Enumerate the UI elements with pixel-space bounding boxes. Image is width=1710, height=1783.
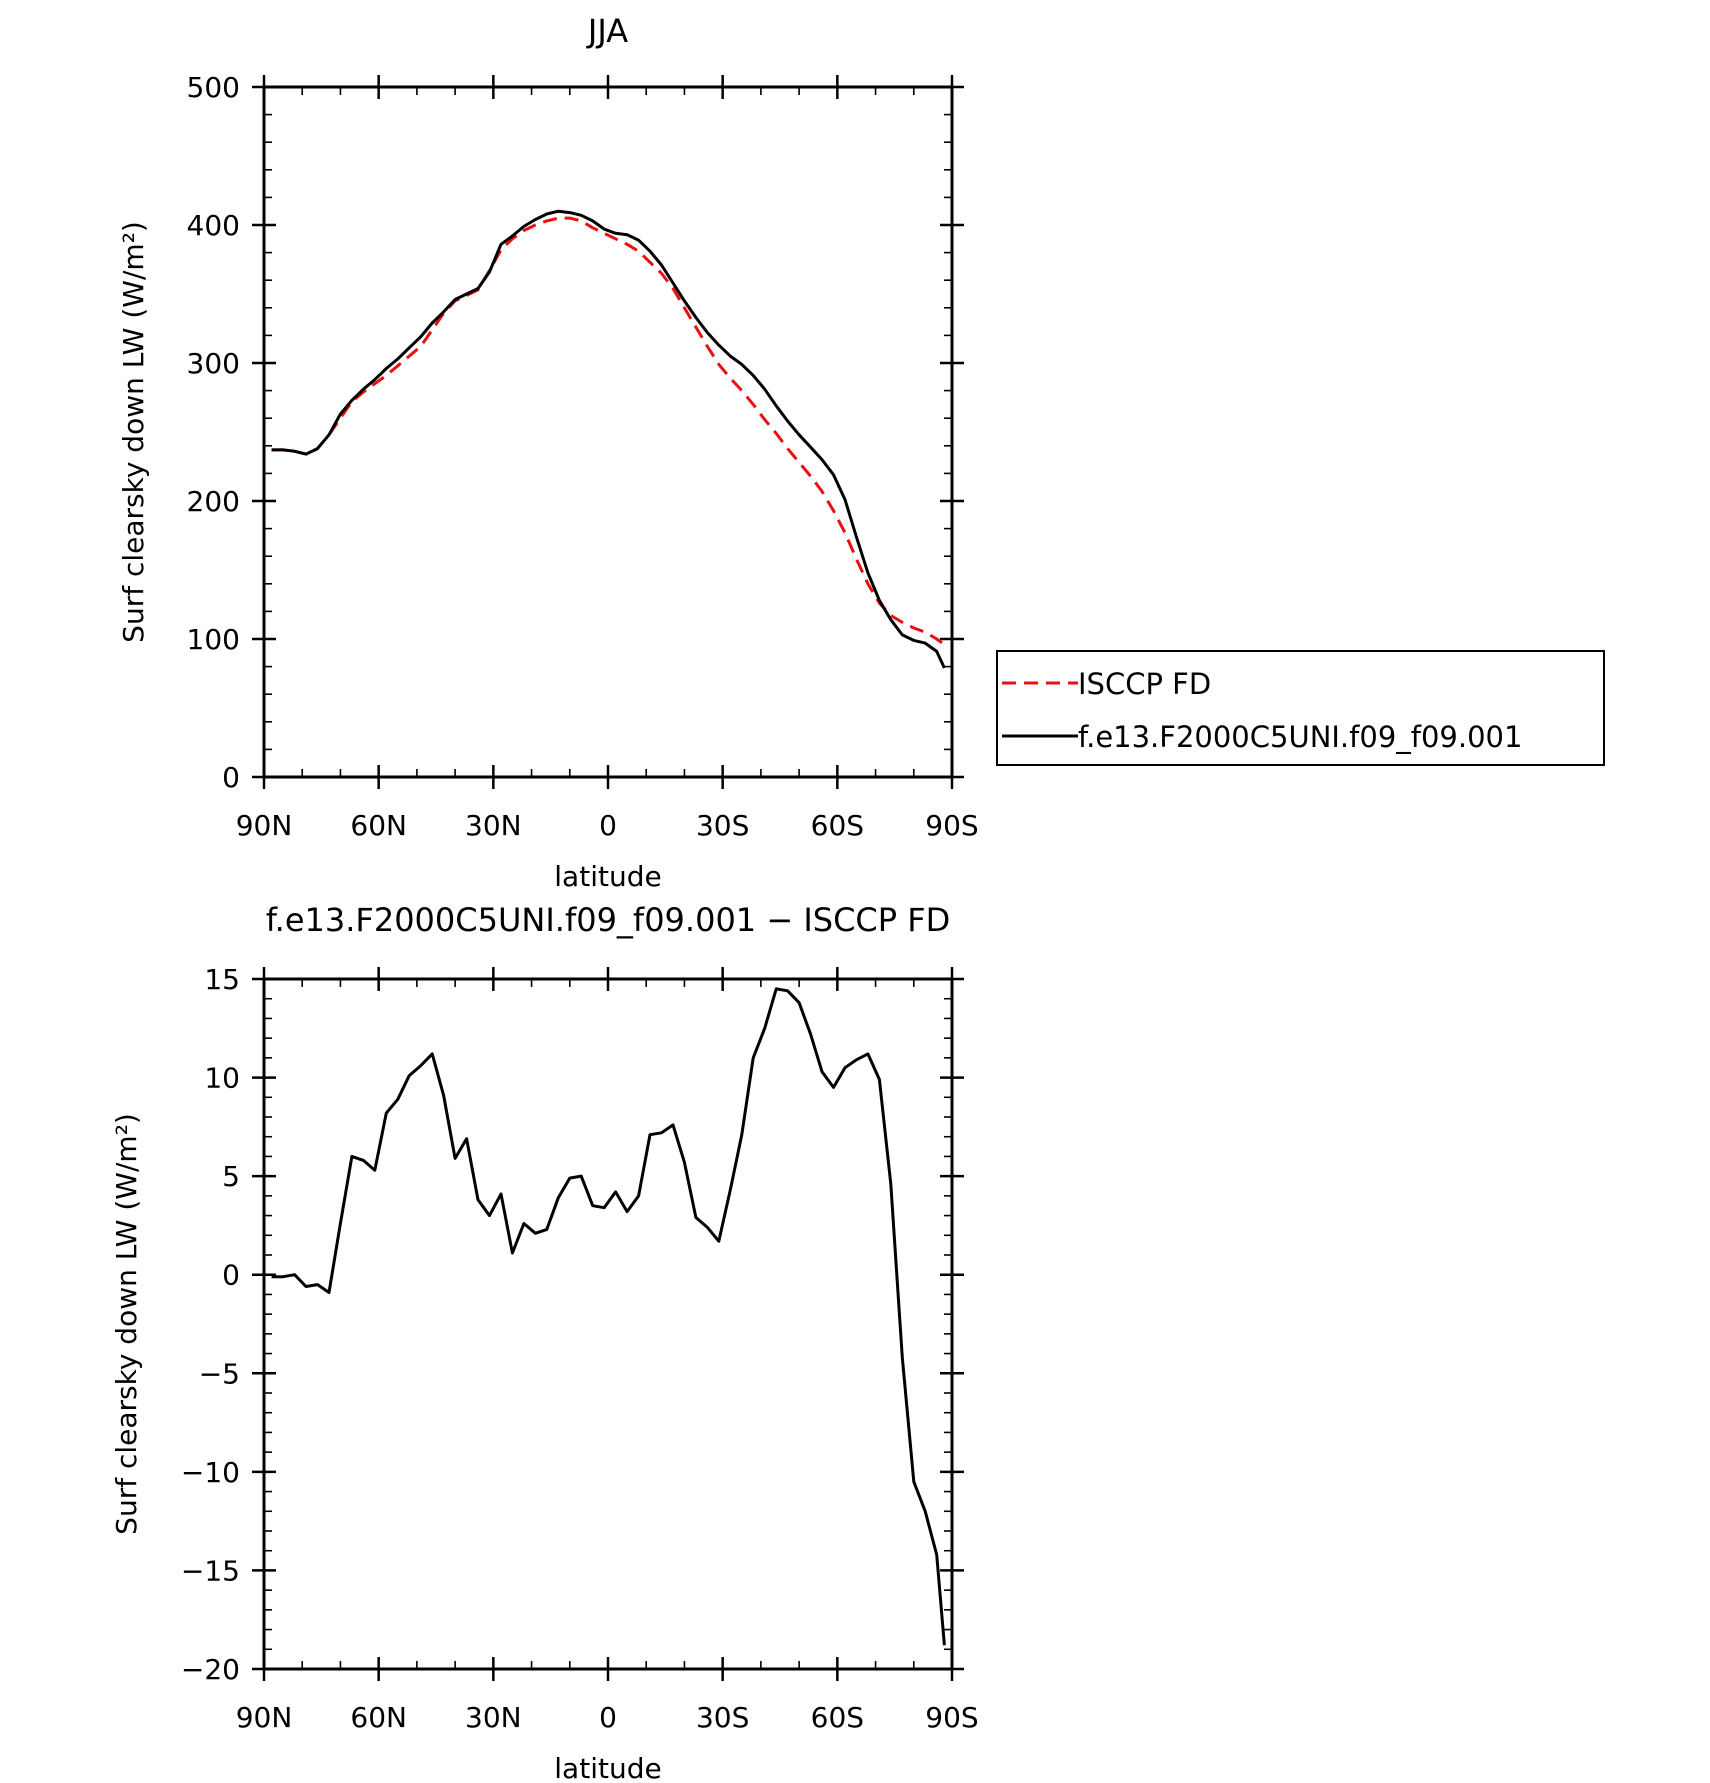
- top-x-tick-label: 60S: [811, 809, 864, 842]
- top-x-tick-label: 30N: [465, 809, 522, 842]
- bottom-x-axis-label: latitude: [554, 1752, 661, 1783]
- bottom-y-tick-label: 0: [222, 1259, 240, 1292]
- top-x-tick-label: 90S: [925, 809, 978, 842]
- bottom-x-tick-label: 60S: [811, 1701, 864, 1734]
- bottom-plot-frame: [262, 977, 954, 1671]
- top-y-tick-label: 400: [187, 209, 240, 242]
- top-y-tick-label: 200: [187, 485, 240, 518]
- top-x-tick-label: 30S: [696, 809, 749, 842]
- bottom-y-tick-label: 10: [204, 1062, 240, 1095]
- top-series-line-0: [271, 216, 946, 646]
- bottom-x-tick-label: 90S: [925, 1701, 978, 1734]
- top-y-tick-label: 0: [222, 761, 240, 794]
- bottom-y-tick-label: −5: [199, 1357, 240, 1390]
- bottom-series-lines: [271, 987, 946, 1646]
- bottom-y-tick-label: 5: [222, 1160, 240, 1193]
- bottom-panel: f.e13.F2000C5UNI.f09_f09.001 − ISCCP FD …: [110, 901, 979, 1783]
- top-x-axis-label: latitude: [554, 860, 661, 893]
- bottom-axes: −20 −15 −10 −5 0 5 10 15 90N 60N 30N 0 30S 60S 90S: [181, 963, 979, 1734]
- bottom-x-tick-label: 60N: [350, 1701, 407, 1734]
- top-y-tick-label: 300: [187, 347, 240, 380]
- bottom-y-tick-label: −20: [181, 1653, 240, 1686]
- top-chart-title: JJA: [586, 12, 628, 50]
- top-y-axis-label: Surf clearsky down LW (W/m²): [117, 221, 150, 643]
- bottom-x-tick-label: 0: [599, 1701, 617, 1734]
- top-y-tick-label: 100: [187, 623, 240, 656]
- legend: ISCCP FD f.e13.F2000C5UNI.f09_f09.001: [996, 650, 1605, 766]
- top-y-tick-label: 500: [187, 71, 240, 104]
- bottom-x-tick-label: 30N: [465, 1701, 522, 1734]
- bottom-y-tick-label: 15: [204, 963, 240, 996]
- top-series-line-1: [271, 209, 946, 669]
- bottom-x-tick-label: 30S: [696, 1701, 749, 1734]
- top-axes: 0 100 200 300 400 500 90N 60N 30N 0 30S 60S 90S: [187, 71, 979, 842]
- bottom-x-tick-label: 90N: [236, 1701, 293, 1734]
- top-plot-frame: [262, 85, 954, 779]
- top-series-lines: [271, 209, 946, 669]
- bottom-chart-title: f.e13.F2000C5UNI.f09_f09.001 − ISCCP FD: [266, 901, 951, 939]
- top-x-tick-label: 0: [599, 809, 617, 842]
- bottom-y-tick-label: −10: [181, 1456, 240, 1489]
- legend-label-model: f.e13.F2000C5UNI.f09_f09.001: [1078, 720, 1522, 754]
- legend-box: [996, 650, 1605, 766]
- top-x-tick-label: 90N: [236, 809, 293, 842]
- top-x-tick-label: 60N: [350, 809, 407, 842]
- bottom-y-tick-label: −15: [181, 1554, 240, 1587]
- bottom-y-axis-label: Surf clearsky down LW (W/m²): [110, 1113, 143, 1535]
- bottom-series-line-0: [271, 987, 946, 1646]
- legend-label-isccp: ISCCP FD: [1078, 667, 1211, 701]
